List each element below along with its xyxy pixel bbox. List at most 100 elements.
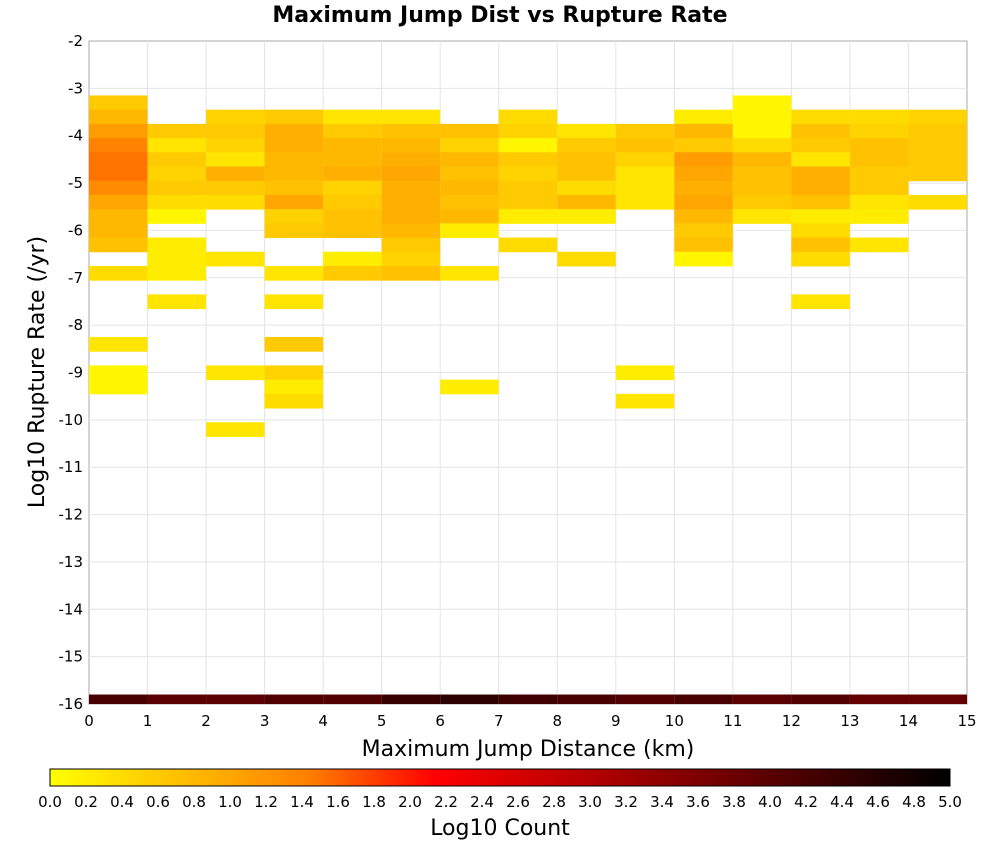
heatmap-cell [440, 209, 499, 224]
heatmap-cell [89, 379, 148, 395]
heatmap-cell [732, 109, 792, 125]
x-tick-label: 10 [665, 712, 684, 730]
heatmap-cell [615, 138, 675, 153]
heatmap-cell [498, 152, 558, 167]
heatmap-cell [264, 294, 324, 310]
heatmap-cell [147, 209, 207, 224]
heatmap-cell [323, 166, 382, 182]
x-tick-label: 13 [840, 712, 859, 730]
y-axis-ticks: -2 -3 -4 -5 -6 -7 -8 -9 -10 -11 -12 -13 -14 -15 -16 [59, 32, 84, 713]
heatmap-cell-bottom [381, 694, 441, 704]
heatmap-cell [89, 166, 148, 182]
y-axis-label: Log10 Rupture Rate (/yr) [25, 236, 50, 508]
colorbar-tick-label: 1.4 [290, 793, 314, 811]
heatmap-cell [323, 123, 382, 139]
heatmap-cell [791, 152, 850, 167]
colorbar-label: Log10 Count [430, 816, 570, 841]
y-tick-label: -7 [68, 269, 83, 287]
heatmap-cell [89, 123, 148, 139]
heatmap-cell [557, 251, 616, 267]
heatmap-cell [264, 209, 324, 224]
colorbar-tick-label: 1.0 [218, 793, 242, 811]
heatmap-cell [89, 336, 148, 352]
heatmap-cell [791, 166, 850, 182]
colorbar [49, 768, 951, 787]
y-tick-label: -10 [59, 411, 84, 429]
heatmap-cell [791, 194, 850, 210]
heatmap-cell [674, 237, 733, 253]
colorbar-tick-label: 3.4 [650, 793, 674, 811]
heatmap-cell [498, 237, 558, 253]
heatmap-cell [557, 123, 616, 139]
heatmap-cell [908, 123, 967, 139]
heatmap-cell [791, 209, 850, 224]
heatmap-cell [908, 109, 967, 125]
heatmap-cell [849, 237, 909, 253]
heatmap-cell-bottom [557, 694, 616, 704]
heatmap-cell [732, 152, 792, 167]
heatmap-cell [323, 180, 382, 196]
heatmap-cell [264, 166, 324, 182]
y-tick-label: -8 [68, 316, 83, 334]
colorbar-tick-label: 1.8 [362, 793, 386, 811]
heatmap-cell [264, 180, 324, 196]
heatmap-cell-bottom [440, 694, 499, 704]
x-tick-label: 12 [782, 712, 801, 730]
colorbar-tick-label: 0.2 [74, 793, 98, 811]
heatmap-cell [147, 180, 207, 196]
colorbar-tick-label: 0.4 [110, 793, 134, 811]
heatmap-cell [323, 194, 382, 210]
x-tick-label: 1 [143, 712, 153, 730]
heatmap-cell [849, 194, 909, 210]
heatmap-cell [674, 223, 733, 239]
heatmap-cell [264, 393, 324, 409]
colorbar-tick-label: 1.6 [326, 793, 350, 811]
heatmap-cell [791, 294, 850, 310]
heatmap-cell [89, 109, 148, 125]
heatmap-cells [89, 95, 967, 704]
colorbar-tick-label: 3.6 [686, 793, 710, 811]
x-tick-label: 7 [494, 712, 504, 730]
heatmap-cell [206, 166, 265, 182]
heatmap-cell [498, 209, 558, 224]
heatmap-cell [89, 209, 148, 224]
y-tick-label: -2 [68, 32, 83, 50]
heatmap-cell [264, 194, 324, 210]
heatmap-cell [381, 265, 441, 281]
heatmap-cell [440, 180, 499, 196]
heatmap-cell [206, 152, 265, 167]
heatmap-cell [791, 237, 850, 253]
heatmap-cell [147, 138, 207, 153]
x-tick-label: 14 [899, 712, 918, 730]
heatmap-cell [323, 109, 382, 125]
heatmap-cell [498, 109, 558, 125]
heatmap-cell [89, 194, 148, 210]
x-tick-label: 2 [201, 712, 211, 730]
colorbar-tick-label: 4.8 [902, 793, 926, 811]
heatmap-cell [908, 166, 967, 182]
heatmap-cell [791, 123, 850, 139]
heatmap-cell [206, 138, 265, 153]
x-tick-label: 11 [723, 712, 742, 730]
y-tick-label: -11 [59, 458, 84, 476]
heatmap-cell [89, 223, 148, 239]
heatmap-cell [323, 251, 382, 267]
heatmap-cell [147, 265, 207, 281]
colorbar-tick-label: 2.0 [398, 793, 422, 811]
heatmap-cell [732, 123, 792, 139]
heatmap-cell [206, 194, 265, 210]
colorbar-tick-label: 5.0 [938, 793, 962, 811]
colorbar-tick-label: 4.4 [830, 793, 854, 811]
heatmap-cell [557, 138, 616, 153]
heatmap-cell [147, 294, 207, 310]
heatmap-cell [732, 180, 792, 196]
heatmap-cell [381, 138, 441, 153]
heatmap-cell [849, 166, 909, 182]
heatmap-cell [381, 194, 441, 210]
heatmap-cell [206, 251, 265, 267]
colorbar-tick-label: 4.0 [758, 793, 782, 811]
heatmap-cell [791, 223, 850, 239]
heatmap-cell [264, 365, 324, 381]
heatmap-cell [264, 336, 324, 352]
x-axis-label: Maximum Jump Distance (km) [362, 737, 695, 762]
